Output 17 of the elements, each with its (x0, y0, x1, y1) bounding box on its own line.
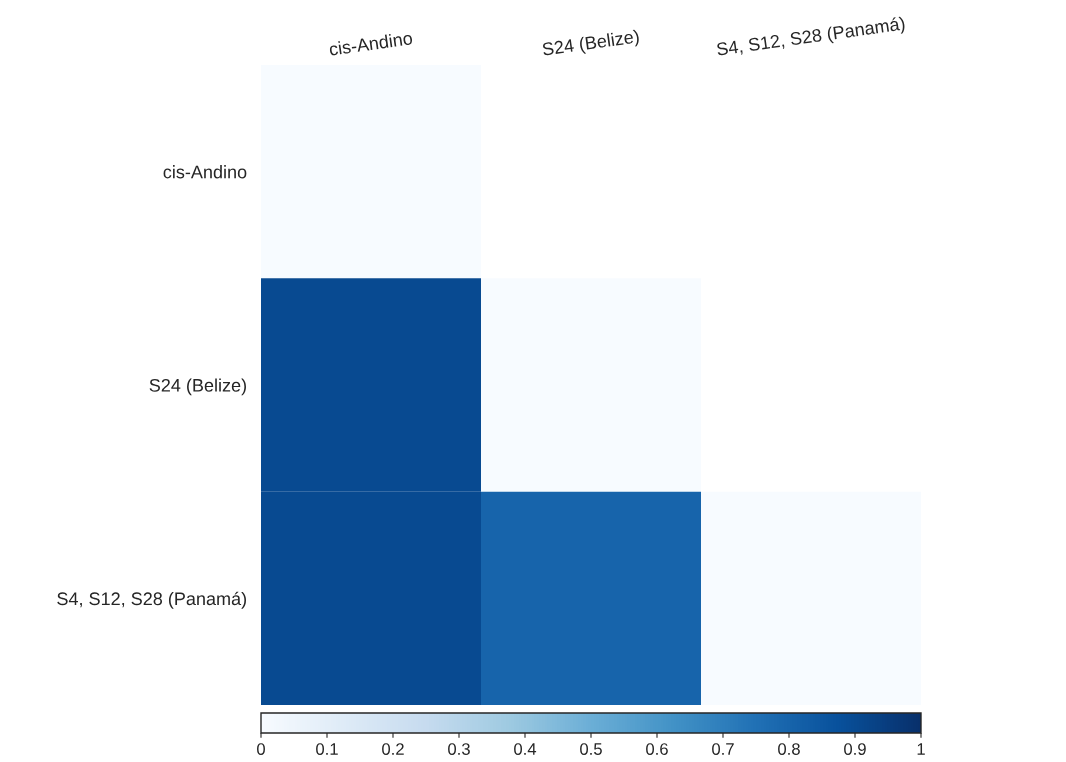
color-bar-label: 0 (257, 743, 265, 755)
color-bar-label: 0.5 (580, 743, 602, 755)
color-bar-label: 0.7 (712, 743, 734, 755)
color-bar-label: 0.1 (316, 743, 338, 755)
color-bar-label: 0.4 (514, 743, 537, 755)
color-bar-label: 0.9 (844, 743, 866, 755)
color-bar-label: 0.8 (778, 743, 800, 755)
color-bar-label: 0.6 (646, 743, 668, 755)
y-tick-label: S4, S12, S28 (Panamá) (57, 591, 246, 609)
y-tick-label: cis-Andino (163, 165, 247, 179)
x-tick-label: S24 (Belize) (541, 29, 640, 60)
color-bar-label: 0.3 (448, 743, 470, 755)
color-bar-label: 0.2 (382, 743, 404, 755)
color-bar-label: 1 (917, 743, 925, 755)
x-tick-label: S4, S12, S28 (Panamá) (716, 16, 906, 60)
y-tick-label: S24 (Belize) (149, 378, 246, 396)
x-tick-label: cis-Andino (328, 31, 413, 56)
